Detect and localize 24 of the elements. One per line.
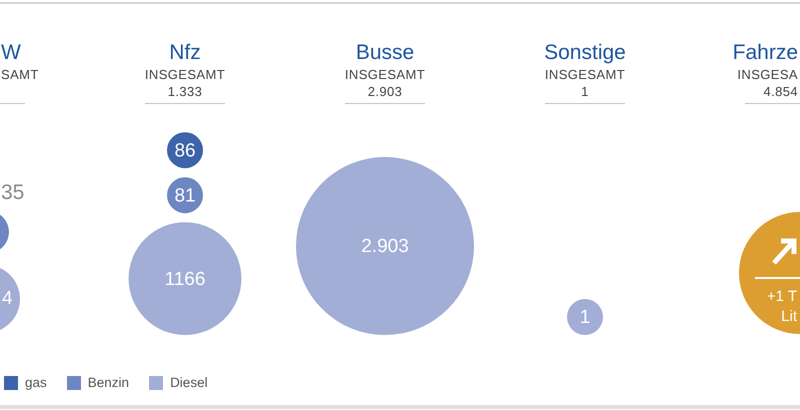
legend-label: Benzin [88,375,130,390]
text: 35 [0,180,24,206]
text: INSGESA [736,66,798,83]
legend-label: gas [25,375,47,390]
text: SAMT [1,66,40,83]
category-label: Fahrze [732,40,798,66]
text: 2.903 [368,84,402,99]
text: 1 [581,84,589,99]
text: 4.854 [763,84,798,99]
text: INSGESAMT [344,66,426,83]
category-label: Sonstige [543,40,627,66]
data-label: 1 [580,307,590,328]
circle-badge: +1 T Lit [739,212,800,334]
data-label: 2.903 [361,236,409,258]
text: 1.333 [168,84,202,99]
category-label: W [1,40,22,66]
text: INSGESAMT [544,66,626,83]
category-label: Busse [354,40,416,66]
data-label: 81 [174,185,196,206]
data-label: 86 [174,140,196,162]
data-label: 1166 [164,268,206,290]
category-label: Nfz [168,40,202,66]
legend-label: Diesel [170,375,208,390]
text: INSGESAMT [144,66,226,83]
